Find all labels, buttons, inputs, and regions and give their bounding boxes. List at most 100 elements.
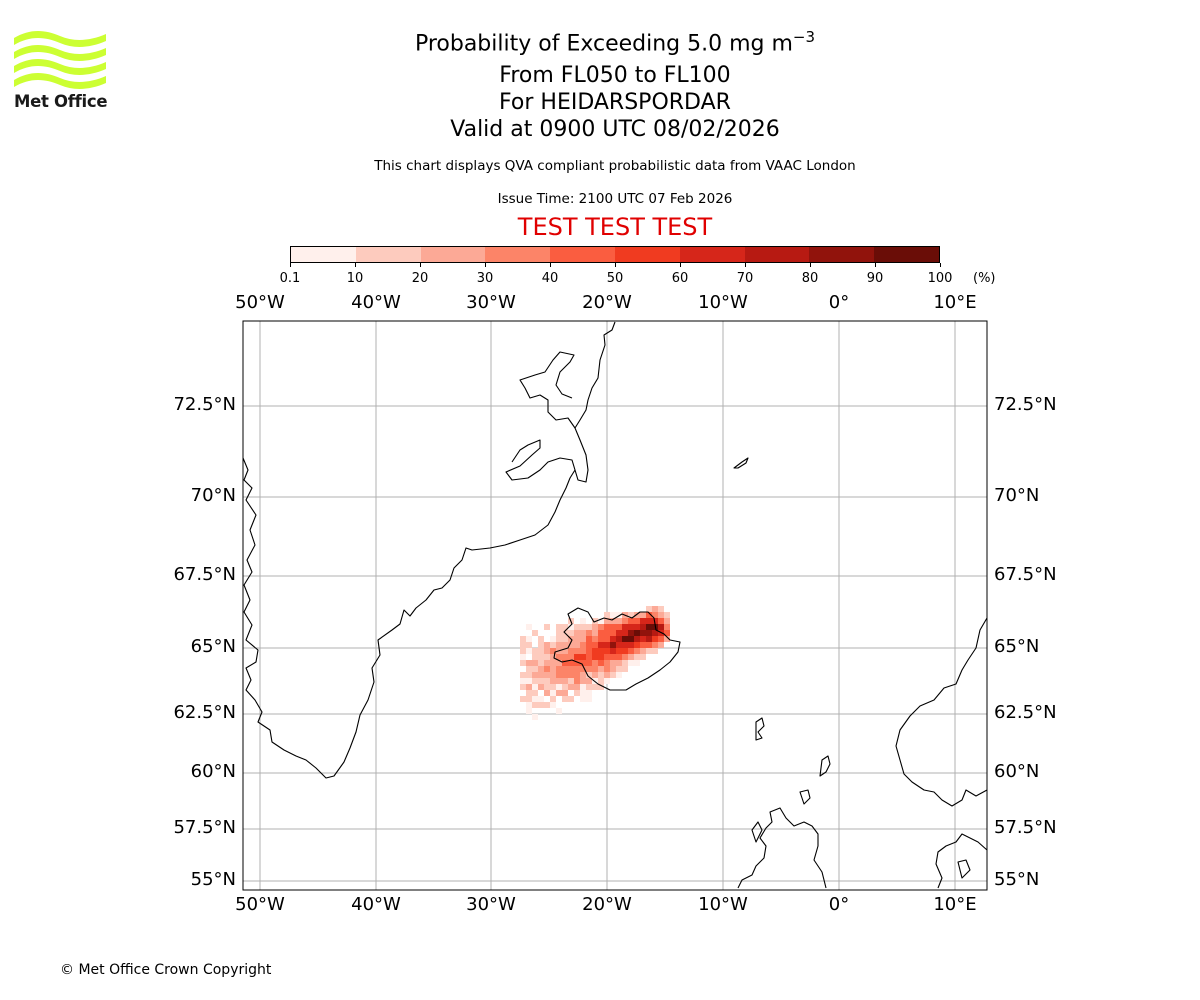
plume-cell xyxy=(652,636,658,642)
plume-cell xyxy=(598,618,604,624)
plume-cell xyxy=(640,636,646,642)
colorbar-segment-9 xyxy=(874,247,939,262)
plume-cell xyxy=(646,648,652,654)
plume-cell xyxy=(526,702,532,708)
plume-cell xyxy=(586,684,592,690)
test-banner: TEST TEST TEST xyxy=(517,213,713,241)
plume-cell xyxy=(616,624,622,630)
lat-label-right: 65°N xyxy=(994,636,1040,657)
plume-cell xyxy=(580,624,586,630)
colorbar-segment-4 xyxy=(550,247,615,262)
plume-cell xyxy=(562,696,568,702)
plume-cell xyxy=(568,678,574,684)
plume-cell xyxy=(562,624,568,630)
plume-cell xyxy=(532,648,538,654)
plume-cell xyxy=(622,660,628,666)
lat-label-right: 62.5°N xyxy=(994,702,1057,723)
plume-cell xyxy=(520,642,526,648)
plume-cell xyxy=(568,630,574,636)
plume-cell xyxy=(586,666,592,672)
plume-cell xyxy=(550,636,556,642)
colorbar-tick-mark xyxy=(679,263,681,267)
colorbar-tick-label: 100 xyxy=(927,271,953,286)
plume-cell xyxy=(652,612,658,618)
plume-cell xyxy=(526,708,532,714)
plume-cell xyxy=(574,678,580,684)
plume-cell xyxy=(538,684,544,690)
plume-cell xyxy=(592,618,598,624)
colorbar-tick-label: 50 xyxy=(606,271,624,286)
plume-cell xyxy=(562,678,568,684)
plume-cell xyxy=(646,624,652,630)
plume-cell xyxy=(658,606,664,612)
plume-cell xyxy=(532,660,538,666)
plume-cell xyxy=(580,654,586,660)
lon-label-bottom: 20°W xyxy=(582,894,632,915)
plume-cell xyxy=(616,630,622,636)
logo-text: Met Office xyxy=(14,92,108,111)
plume-cell xyxy=(586,630,592,636)
plume-cell xyxy=(622,654,628,660)
plume-cell xyxy=(550,690,556,696)
lon-label-top: 30°W xyxy=(466,292,516,313)
chart-title-main: Probability of Exceeding 5.0 mg m xyxy=(414,31,793,57)
plume-cell xyxy=(622,630,628,636)
plume-cell xyxy=(616,660,622,666)
colorbar-tick-label: 10 xyxy=(346,271,364,286)
plume-cell xyxy=(580,696,586,702)
plume-cell xyxy=(574,666,580,672)
colorbar-tick-label: 0.1 xyxy=(279,271,301,286)
plume-cell xyxy=(586,672,592,678)
lat-label-left: 55°N xyxy=(190,869,236,890)
plume-cell xyxy=(526,648,532,654)
coastline-scotland xyxy=(737,807,827,889)
colorbar-unit: (%) xyxy=(973,271,996,286)
plume-cell xyxy=(616,642,622,648)
lon-label-top: 10°W xyxy=(698,292,748,313)
colorbar-tick-mark xyxy=(484,263,486,267)
plume-cell xyxy=(610,612,616,618)
plume-cell xyxy=(628,660,634,666)
plume-cell xyxy=(592,624,598,630)
plume-cell xyxy=(544,690,550,696)
chart-title-superscript: −3 xyxy=(792,28,816,46)
plume-cell xyxy=(628,630,634,636)
colorbar-tick-label: 30 xyxy=(476,271,494,286)
plume-cell xyxy=(520,696,526,702)
plume-cell xyxy=(658,612,664,618)
plume-cell xyxy=(538,660,544,666)
plume-cell xyxy=(640,618,646,624)
coastline-iceland xyxy=(553,607,681,691)
plume-cell xyxy=(538,636,544,642)
plume-cell xyxy=(634,612,640,618)
plume-cell xyxy=(586,642,592,648)
plume-cell xyxy=(580,672,586,678)
coastline-greenland xyxy=(242,321,616,779)
lat-label-right: 57.5°N xyxy=(994,817,1057,838)
logo-wave xyxy=(14,30,106,47)
plume-cell xyxy=(544,654,550,660)
plume-cell xyxy=(544,672,550,678)
plume-cell xyxy=(586,654,592,660)
colorbar-segment-1 xyxy=(355,247,421,262)
plume-cell xyxy=(550,654,556,660)
plume-cell xyxy=(550,666,556,672)
lon-label-bottom: 40°W xyxy=(351,894,401,915)
plume-cell xyxy=(664,624,670,630)
coastline-sweden-denmark xyxy=(935,833,988,889)
plume-cell xyxy=(616,618,622,624)
plume-cell xyxy=(640,630,646,636)
plume-cell xyxy=(616,636,622,642)
plume-cell xyxy=(532,666,538,672)
colorbar-tick-mark xyxy=(809,263,811,267)
plume-cell xyxy=(544,684,550,690)
plume-cell xyxy=(544,666,550,672)
plume-cell xyxy=(640,612,646,618)
plume-cell xyxy=(574,642,580,648)
coastlines xyxy=(242,321,988,889)
plume-cell xyxy=(550,696,556,702)
plume-cell xyxy=(610,672,616,678)
plume-cell xyxy=(658,642,664,648)
plume-cell xyxy=(604,618,610,624)
colorbar-tick-label: 40 xyxy=(541,271,559,286)
